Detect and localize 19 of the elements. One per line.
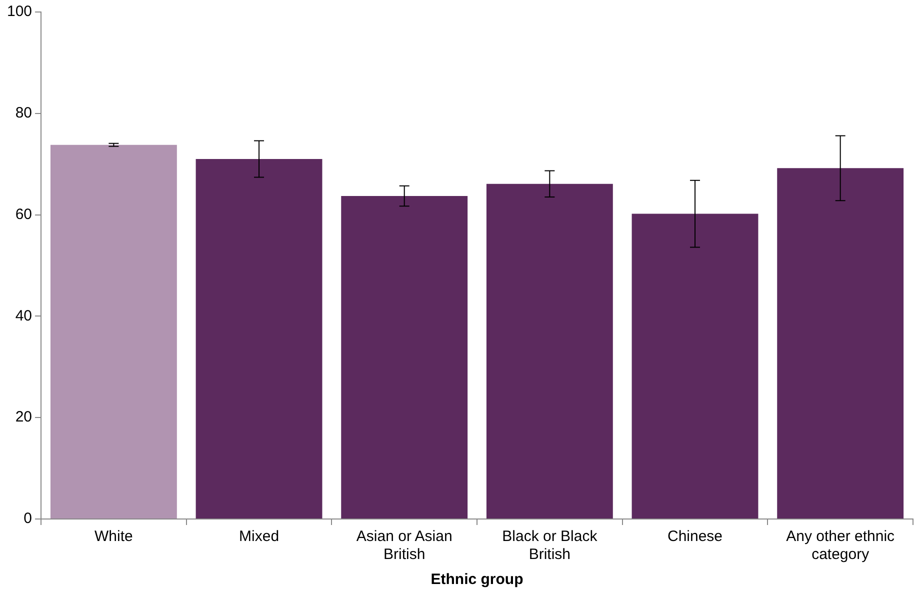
bar <box>341 196 468 518</box>
bar <box>196 159 322 518</box>
y-tick-label: 80 <box>15 104 32 122</box>
y-tick-label: 60 <box>15 206 32 223</box>
x-tick-label: Chinese <box>667 528 723 546</box>
y-tick-label: 20 <box>15 408 32 426</box>
x-tick-label: Mixed <box>239 528 280 546</box>
x-axis-title: Ethnic group <box>430 571 524 588</box>
bar <box>777 168 904 518</box>
y-tick-label: 100 <box>6 3 32 20</box>
bar <box>486 184 613 518</box>
x-tick-label: Asian or Asian British <box>356 528 452 564</box>
x-tick-label: Any other ethnic category <box>786 528 896 564</box>
y-tick-label: 40 <box>15 307 32 324</box>
bar <box>632 214 758 518</box>
y-tick-label: 0 <box>24 510 32 528</box>
x-tick-label: White <box>94 528 133 546</box>
bar <box>50 144 177 518</box>
x-tick-label: Black or Black British <box>502 528 598 564</box>
